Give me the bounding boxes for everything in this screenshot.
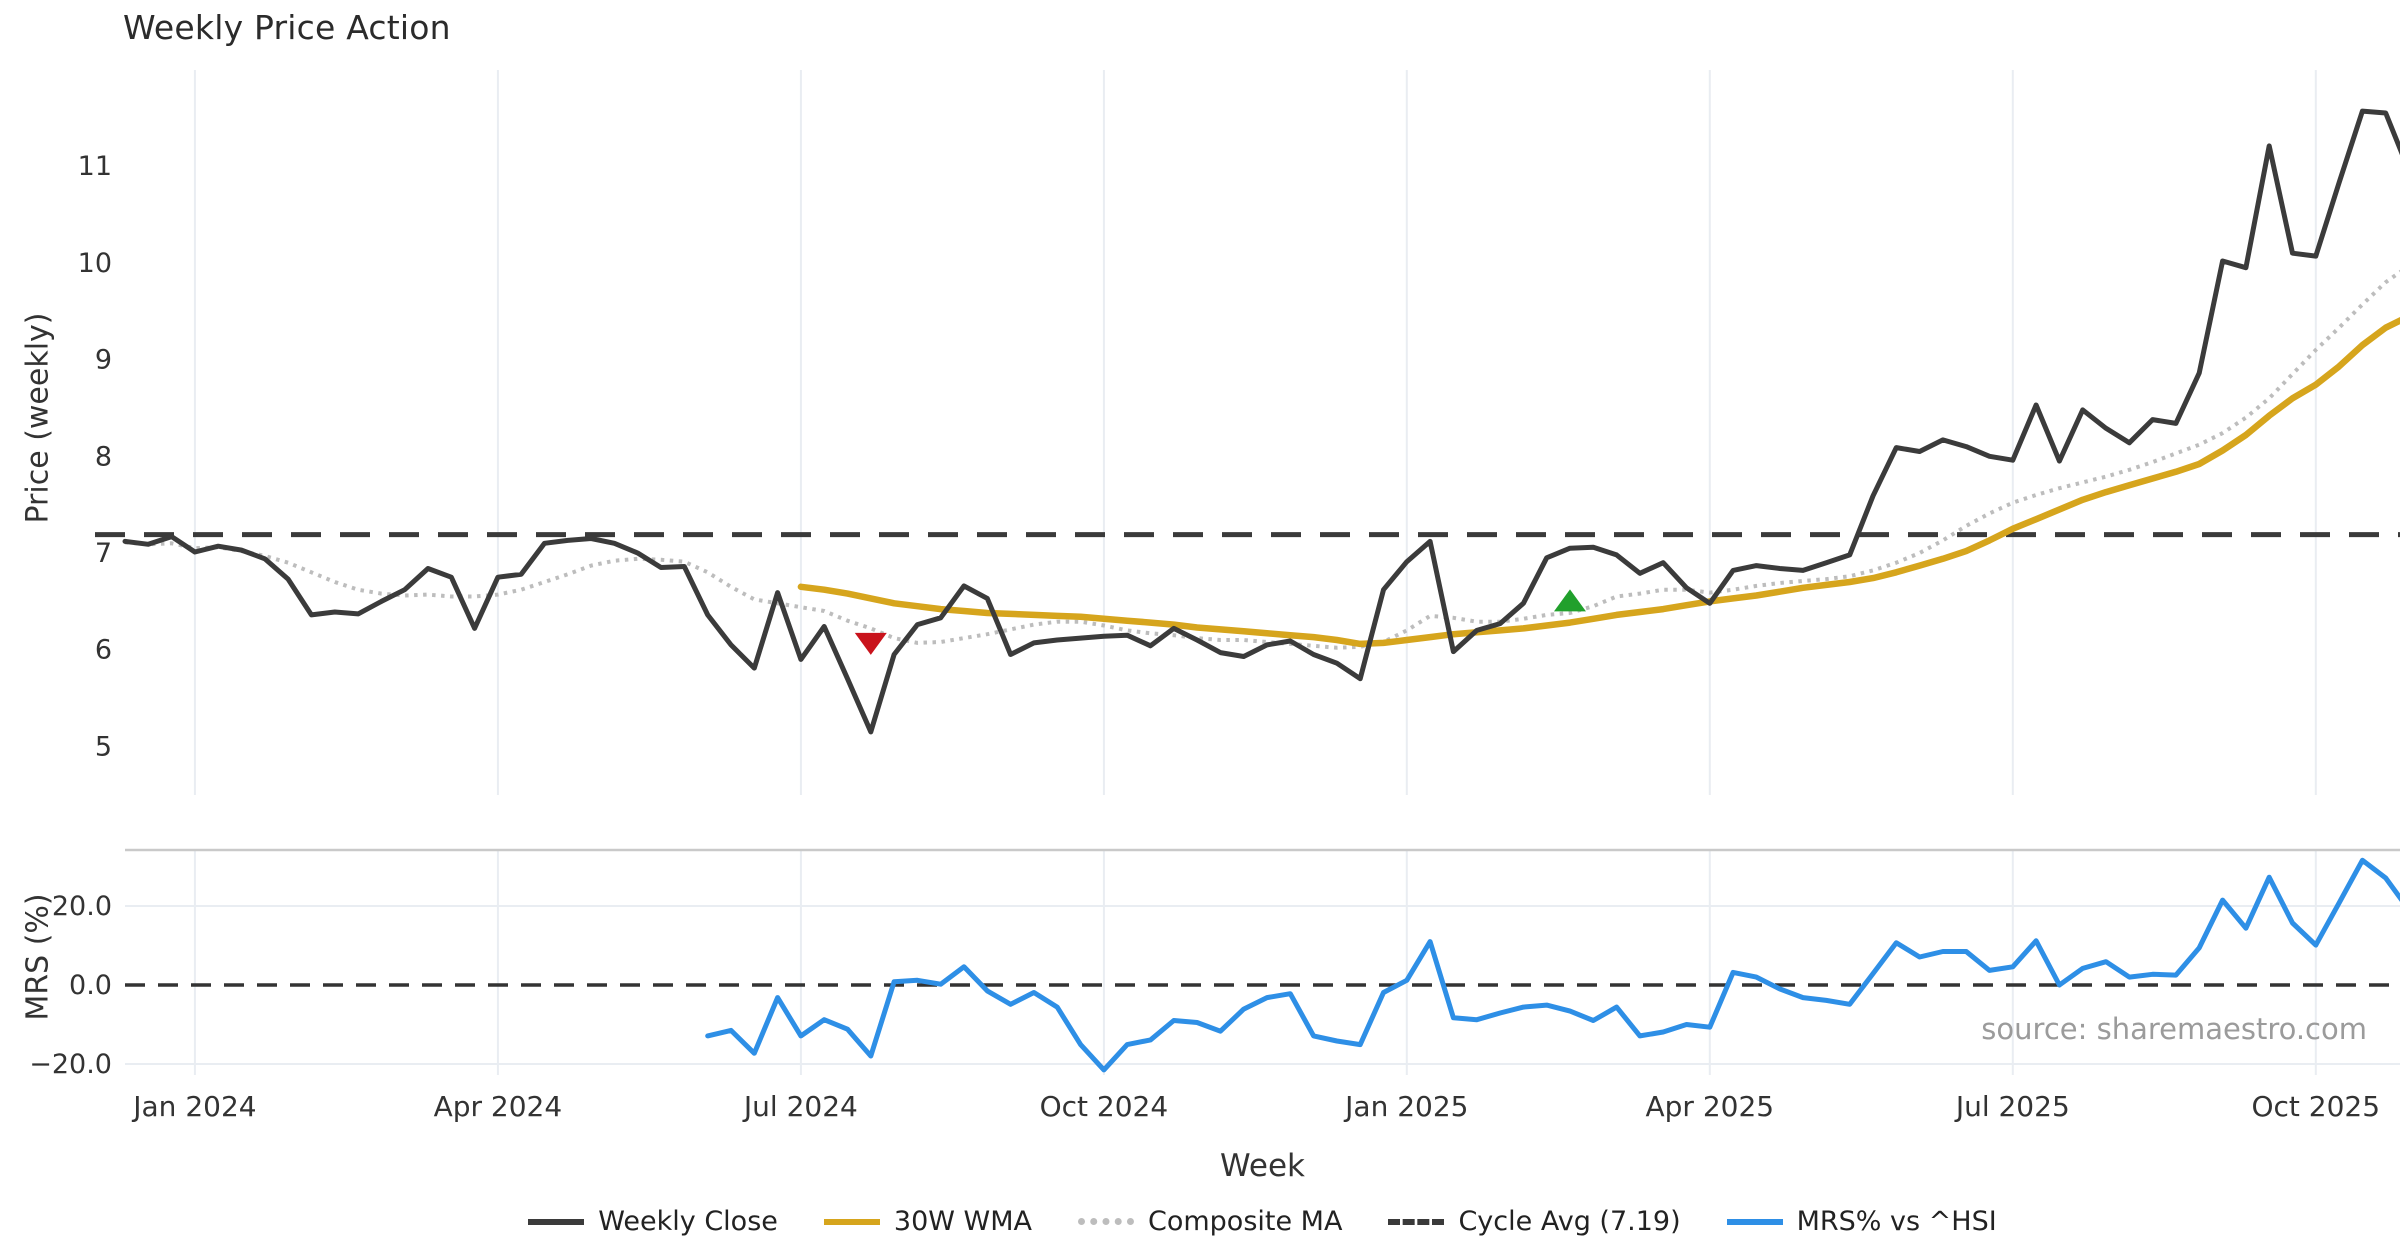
weekly-close-line-swatch: [528, 1218, 585, 1225]
legend-item-composite-ma: Composite MA: [1078, 1206, 1342, 1237]
legend-item-mrs: MRS% vs ^HSI: [1726, 1206, 1997, 1237]
svg-text:8: 8: [95, 441, 112, 472]
chart-legend: Weekly Close 30W WMA Composite MA Cycle …: [125, 1206, 2400, 1237]
legend-item-30w-wma: 30W WMA: [823, 1206, 1032, 1237]
legend-label: MRS% vs ^HSI: [1796, 1206, 1997, 1237]
svg-text:Jan 2025: Jan 2025: [1343, 1090, 1468, 1123]
svg-text:Oct 2025: Oct 2025: [2251, 1090, 2380, 1123]
x-axis-title: Week: [1220, 1148, 1305, 1184]
svg-text:11: 11: [78, 151, 112, 182]
legend-item-cycle-avg: Cycle Avg (7.19): [1388, 1206, 1681, 1237]
svg-text:9: 9: [95, 345, 112, 376]
legend-label: 30W WMA: [893, 1206, 1032, 1237]
mrs-axis-title: MRS (%): [20, 893, 56, 1021]
mrs-line-swatch: [1726, 1218, 1783, 1225]
svg-text:Jul 2024: Jul 2024: [742, 1090, 858, 1123]
svg-text:10: 10: [78, 248, 112, 279]
page-title: Weekly Price Action: [123, 8, 451, 47]
legend-item-weekly-close: Weekly Close: [528, 1206, 778, 1237]
legend-label: Composite MA: [1148, 1206, 1343, 1237]
cycle-avg-line-swatch: [1388, 1218, 1445, 1225]
svg-text:Jan 2024: Jan 2024: [131, 1090, 256, 1123]
svg-text:Jul 2025: Jul 2025: [1954, 1090, 2070, 1123]
svg-text:7: 7: [95, 538, 112, 569]
svg-text:Apr 2024: Apr 2024: [434, 1090, 563, 1123]
svg-text:0.0: 0.0: [69, 970, 112, 1001]
svg-text:6: 6: [95, 635, 112, 666]
svg-text:Oct 2024: Oct 2024: [1040, 1090, 1169, 1123]
legend-label: Cycle Avg (7.19): [1458, 1206, 1681, 1237]
svg-text:Apr 2025: Apr 2025: [1646, 1090, 1775, 1123]
svg-text:−20.0: −20.0: [29, 1049, 112, 1080]
source-watermark: source: sharemaestro.com: [1981, 1012, 2367, 1046]
price-axis-title: Price (weekly): [20, 312, 56, 524]
svg-text:5: 5: [95, 731, 112, 762]
svg-text:20.0: 20.0: [52, 891, 112, 922]
composite-ma-line-swatch: [1078, 1218, 1134, 1225]
legend-label: Weekly Close: [598, 1206, 778, 1237]
wma-line-swatch: [823, 1218, 880, 1225]
